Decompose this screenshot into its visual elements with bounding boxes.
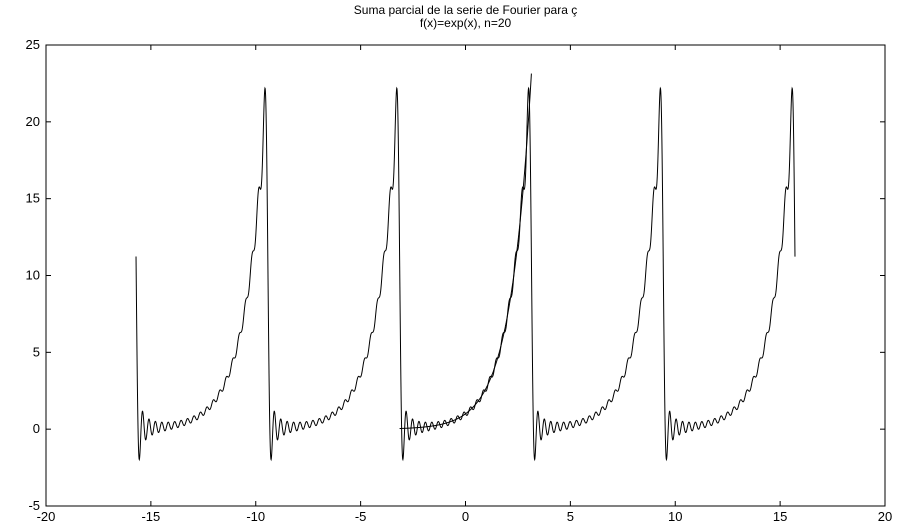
y-tick-label: -5	[28, 498, 40, 513]
x-tick-label: -10	[246, 509, 265, 524]
chart-title: Suma parcial de la serie de Fourier para…	[354, 3, 577, 30]
y-tick-label: 10	[26, 268, 40, 283]
x-tick-label: 5	[567, 509, 574, 524]
x-tick-label: 15	[773, 509, 787, 524]
x-tick-label: -5	[355, 509, 367, 524]
series-group	[135, 73, 796, 462]
x-tick-label: 0	[462, 509, 469, 524]
ticks: -20 -15 -10 -5 0 5 10 15 20 -5 0 5 10 15 20 25	[26, 37, 893, 524]
x-tick-label: 10	[668, 509, 682, 524]
plot-frame	[45, 44, 886, 507]
chart-title-line-1: Suma parcial de la serie de Fourier para…	[354, 3, 577, 17]
chart-title-line-2: f(x)=exp(x), n=20	[420, 16, 512, 30]
y-tick-label: 20	[26, 114, 40, 129]
y-tick-label: 25	[26, 37, 40, 52]
x-tick-label: -20	[37, 509, 56, 524]
y-tick-label: 15	[26, 191, 40, 206]
y-tick-label: 5	[33, 344, 40, 359]
fourier-partial-sum-line	[135, 86, 796, 462]
axes	[45, 44, 886, 507]
x-tick-label: 20	[878, 509, 892, 524]
exact-function-line	[399, 73, 532, 429]
y-tick-label: 0	[33, 421, 40, 436]
x-tick-label: -15	[141, 509, 160, 524]
